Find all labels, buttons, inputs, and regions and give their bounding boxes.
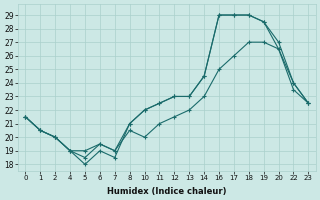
X-axis label: Humidex (Indice chaleur): Humidex (Indice chaleur) <box>107 187 227 196</box>
